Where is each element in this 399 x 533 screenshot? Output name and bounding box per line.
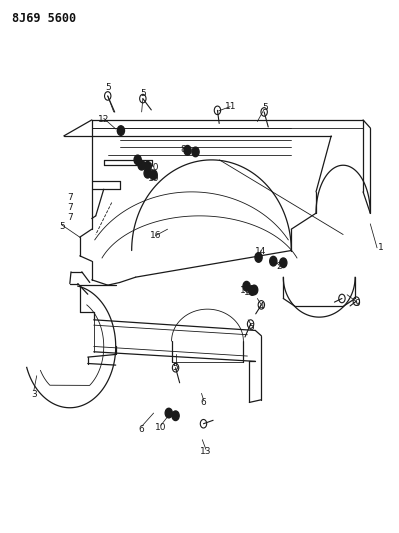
- Text: 16: 16: [150, 231, 161, 240]
- Text: 5: 5: [249, 324, 254, 332]
- Circle shape: [249, 286, 256, 295]
- Text: 10: 10: [241, 286, 252, 295]
- Text: 15: 15: [245, 288, 256, 296]
- Circle shape: [251, 285, 258, 295]
- Circle shape: [255, 253, 262, 262]
- Text: 10: 10: [155, 424, 166, 432]
- Circle shape: [144, 168, 151, 178]
- Text: 7: 7: [67, 214, 73, 222]
- Circle shape: [117, 126, 124, 135]
- Circle shape: [243, 281, 250, 291]
- Circle shape: [184, 146, 191, 155]
- Text: 7: 7: [67, 193, 73, 201]
- Circle shape: [280, 258, 287, 268]
- Circle shape: [138, 160, 145, 170]
- Text: 13: 13: [200, 448, 211, 456]
- Text: 1: 1: [378, 244, 384, 252]
- Text: 10: 10: [148, 164, 159, 172]
- Circle shape: [192, 147, 199, 157]
- Circle shape: [144, 161, 151, 171]
- Text: 6: 6: [201, 398, 206, 407]
- Text: 9: 9: [354, 300, 360, 308]
- Circle shape: [165, 408, 172, 418]
- Text: 14: 14: [255, 247, 266, 256]
- Text: 4: 4: [259, 302, 264, 311]
- Text: 3: 3: [31, 390, 37, 399]
- Circle shape: [150, 170, 157, 180]
- Text: 5: 5: [263, 103, 268, 112]
- Text: 12: 12: [98, 116, 109, 124]
- Text: 8: 8: [181, 145, 186, 154]
- Text: 7: 7: [67, 204, 73, 212]
- Text: 5: 5: [105, 84, 111, 92]
- Text: 5: 5: [173, 364, 178, 372]
- Text: 5: 5: [59, 222, 65, 231]
- Text: 8J69 5600: 8J69 5600: [12, 12, 76, 25]
- Text: 5: 5: [141, 89, 146, 98]
- Circle shape: [134, 155, 141, 165]
- Text: 6: 6: [139, 425, 144, 433]
- Circle shape: [172, 411, 179, 421]
- Circle shape: [270, 256, 277, 266]
- Text: 11: 11: [225, 102, 236, 111]
- Text: 2: 2: [277, 262, 282, 271]
- Text: 10: 10: [148, 174, 159, 183]
